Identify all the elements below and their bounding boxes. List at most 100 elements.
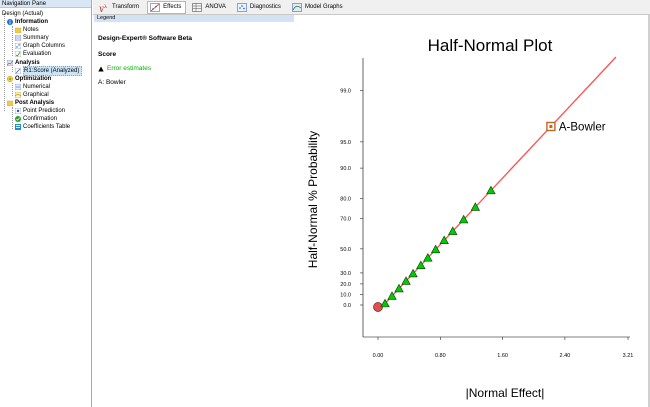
factor-point-center	[549, 124, 553, 128]
model-graphs-label: Model Graphs	[304, 4, 343, 10]
tree-item-information-label: Information	[15, 19, 48, 25]
y-tick-label: 30.0	[340, 271, 351, 277]
tree-item-confirmation[interactable]: Confirmation	[15, 115, 57, 123]
legend-error-estimates-label: Error estimates	[107, 65, 152, 72]
y-tick-label: 70.0	[340, 217, 351, 223]
tree-item-information[interactable]: Information	[7, 18, 48, 26]
error-estimate-point	[416, 260, 426, 269]
error-estimate-point	[408, 268, 418, 278]
tree-item-evaluation[interactable]: Evaluation	[15, 50, 51, 58]
diagnostics-icon	[237, 2, 247, 12]
anova-icon	[192, 2, 203, 12]
tree-item-evaluation-label: Evaluation	[23, 51, 52, 57]
transform-label: Transform	[112, 4, 140, 10]
tree-item-confirmation-label: Confirmation	[23, 116, 58, 122]
y-tick-label: 99.0	[340, 89, 351, 95]
y-tick-label: 20.0	[340, 282, 351, 288]
tree-item-graph-columns[interactable]: Graph Columns	[15, 42, 65, 50]
diagnostics-label: Diagnostics	[249, 4, 281, 10]
tree-item-graphical-label: Graphical	[23, 92, 49, 98]
legend-software-title: Design-Expert® Software Beta	[98, 35, 193, 42]
tree-item-analysis-label: Analysis	[15, 60, 40, 66]
error-estimate-point	[486, 185, 496, 195]
point-prediction-icon	[15, 108, 21, 114]
evaluation-icon	[15, 51, 21, 57]
factor-point-label: A-Bowler	[559, 121, 606, 133]
tree-item-point-prediction-label: Point Prediction	[23, 108, 66, 114]
table-icon	[15, 35, 21, 41]
tree-item-design-label: Design (Actual)	[2, 11, 44, 17]
x-tick-label: 0.00	[373, 353, 384, 359]
response-icon	[15, 68, 21, 74]
coefficients-table-icon	[15, 124, 21, 130]
tree-item-numerical-label: Numerical	[23, 84, 51, 90]
model-graphs-button[interactable]: Model Graphs	[289, 1, 348, 14]
navigation-pane: Navigation Pane Design (Actual) Informat…	[0, 0, 92, 407]
triangle-icon	[98, 66, 104, 71]
effects-button[interactable]: Effects	[147, 0, 187, 14]
error-estimate-point	[458, 214, 469, 224]
chart-marks: A-Bowler	[373, 56, 617, 312]
y-tick-label: 10.0	[340, 293, 351, 299]
legend-factor: A: Bowler	[98, 79, 126, 86]
effects-icon	[150, 2, 160, 12]
tree-item-graphical[interactable]: Graphical	[15, 91, 49, 99]
error-estimate-point	[430, 244, 441, 254]
tree-item-design[interactable]: Design (Actual)	[2, 10, 43, 18]
graphical-icon	[15, 92, 21, 98]
anova-button[interactable]: ANOVA	[189, 1, 231, 14]
navigation-pane-header: Navigation Pane	[0, 0, 91, 8]
chart-title: Half-Normal Plot	[428, 36, 553, 55]
legend-error-estimates: Error estimates	[98, 65, 151, 72]
model-graphs-icon	[292, 2, 302, 12]
tree-item-summary-label: Summary	[23, 35, 49, 41]
graph-icon	[15, 43, 21, 49]
error-estimate-point	[439, 235, 449, 245]
tree-item-graph-columns-label: Graph Columns	[23, 43, 66, 49]
folder-icon	[15, 27, 21, 33]
tree-item-analysis[interactable]: Analysis	[7, 59, 40, 67]
anova-label: ANOVA	[205, 4, 226, 10]
y-axis-label: Half-Normal % Probability	[306, 131, 320, 268]
info-icon	[7, 19, 13, 25]
x-axis-label: |Normal Effect|	[466, 386, 545, 400]
diagnostics-button[interactable]: Diagnostics	[234, 1, 286, 14]
tree-item-point-prediction[interactable]: Point Prediction	[15, 107, 65, 115]
tree-item-notes[interactable]: Notes	[15, 26, 39, 34]
tree-item-coefficients-table-label: Coefficients Table	[23, 124, 71, 130]
x-tick-label: 1.60	[497, 353, 508, 359]
error-estimate-point	[387, 291, 397, 300]
analysis-icon	[7, 60, 13, 66]
tree-item-numerical[interactable]: Numerical	[15, 83, 50, 91]
x-tick-label: 3.21	[623, 353, 634, 359]
tree-item-summary[interactable]: Summary	[15, 34, 49, 42]
svg-text:λ: λ	[104, 4, 108, 10]
legend-header: Legend	[94, 15, 294, 22]
tree-item-post-analysis[interactable]: Post Analysis	[7, 99, 54, 107]
tree-item-optimization-label: Optimization	[15, 76, 52, 82]
error-estimate-point	[380, 298, 390, 308]
tree-item-coefficients-table[interactable]: Coefficients Table	[15, 123, 70, 131]
tree-item-post-analysis-label: Post Analysis	[15, 100, 55, 106]
folder-icon	[7, 100, 13, 106]
error-estimate-point	[448, 226, 458, 235]
error-estimate-point	[423, 252, 433, 262]
y-tick-label: 95.0	[340, 140, 351, 146]
check-circle-icon	[15, 116, 21, 122]
effects-label: Effects	[163, 4, 182, 10]
y-tick-label: 90.0	[340, 166, 351, 172]
chart-axes: 0.0 10.0 20.0 30.0 50.0 70.0 80.0 90.0 95.0 99.0 0…	[340, 58, 633, 359]
tree-item-optimization[interactable]: Optimization	[7, 75, 51, 83]
tree-item-r1-score[interactable]: R1:Score (Analyzed)	[15, 66, 83, 76]
legend-response-name: Score	[98, 51, 117, 58]
error-estimate-point	[401, 276, 411, 285]
tree-item-r1-score-label: R1:Score (Analyzed)	[23, 66, 83, 76]
tree-item-notes-label: Notes	[23, 27, 39, 33]
error-estimate-point	[394, 283, 404, 293]
x-tick-label: 2.40	[560, 353, 571, 359]
numerical-icon	[15, 84, 21, 90]
error-estimate-point	[470, 202, 481, 211]
